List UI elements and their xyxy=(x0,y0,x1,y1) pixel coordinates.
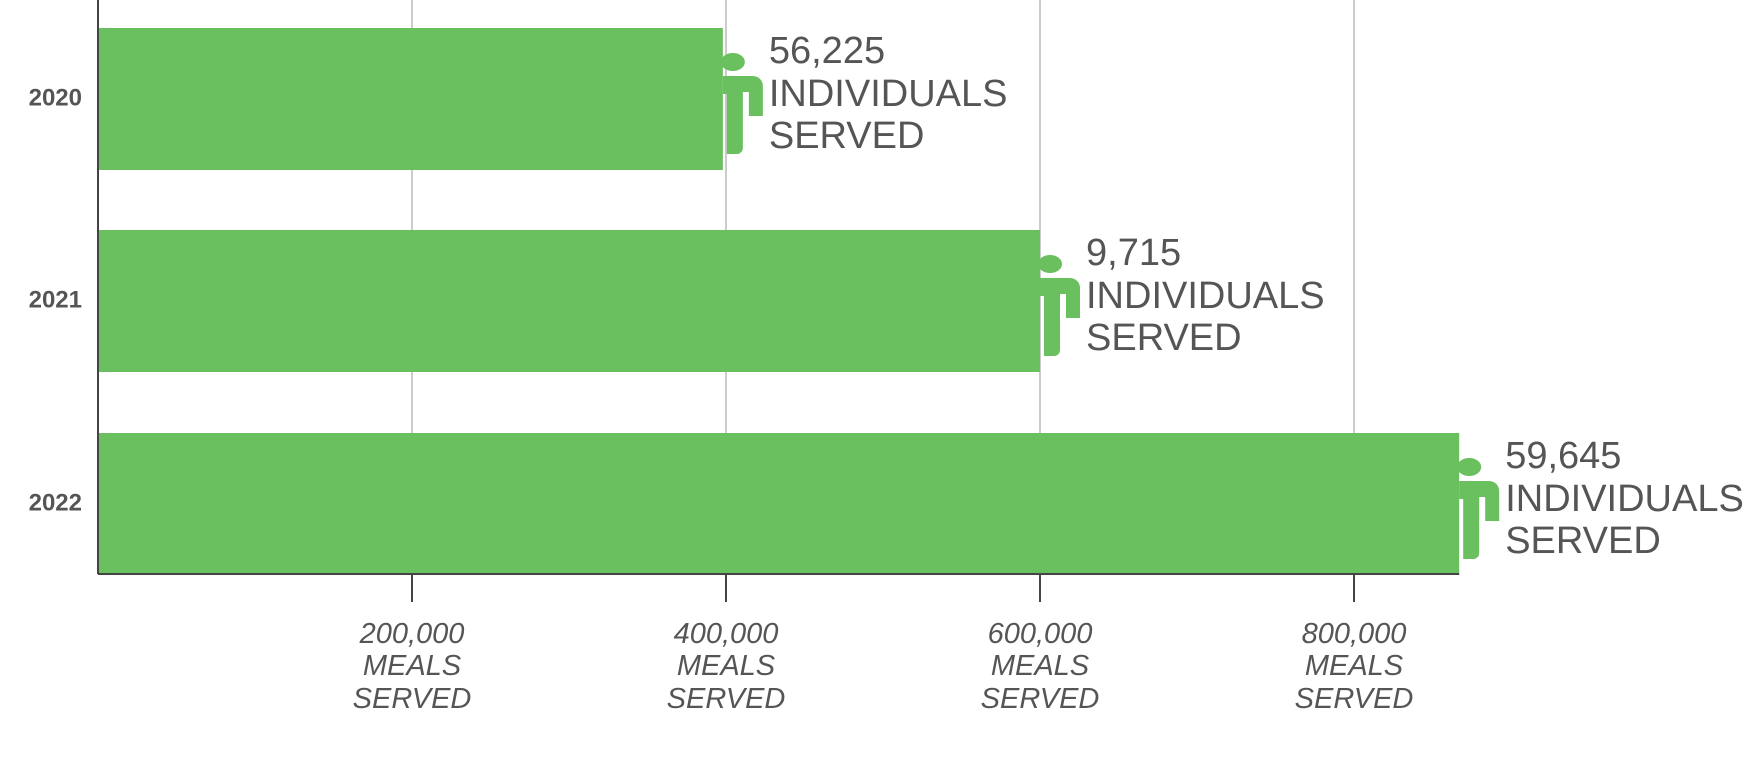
person-icon xyxy=(1038,255,1080,356)
bar xyxy=(98,433,1460,575)
individuals-label: 59,645 INDIVIDUALS SERVED xyxy=(1505,435,1744,563)
person-icon xyxy=(1457,458,1500,559)
icon-head xyxy=(1457,458,1482,476)
bar xyxy=(98,230,1040,372)
individuals-label: 56,225 INDIVIDUALS SERVED xyxy=(768,30,1008,158)
x-tick-label: 600,000 MEALS SERVED xyxy=(980,618,1100,715)
x-tick-label: 400,000 MEALS SERVED xyxy=(666,618,786,715)
icon-body xyxy=(1459,481,1500,559)
person-icon xyxy=(720,53,763,154)
x-tick-label: 200,000 MEALS SERVED xyxy=(352,618,472,715)
icon-head xyxy=(1038,255,1062,273)
icon-body xyxy=(1040,278,1080,356)
individuals-label: 9,715 INDIVIDUALS SERVED xyxy=(1086,232,1325,360)
bar xyxy=(98,28,723,170)
icon-body xyxy=(722,76,763,154)
x-tick-label: 800,000 MEALS SERVED xyxy=(1294,618,1414,715)
year-label: 2022 xyxy=(28,489,82,517)
year-label: 2021 xyxy=(28,286,82,314)
year-label: 2020 xyxy=(28,84,82,112)
icon-head xyxy=(720,53,745,71)
